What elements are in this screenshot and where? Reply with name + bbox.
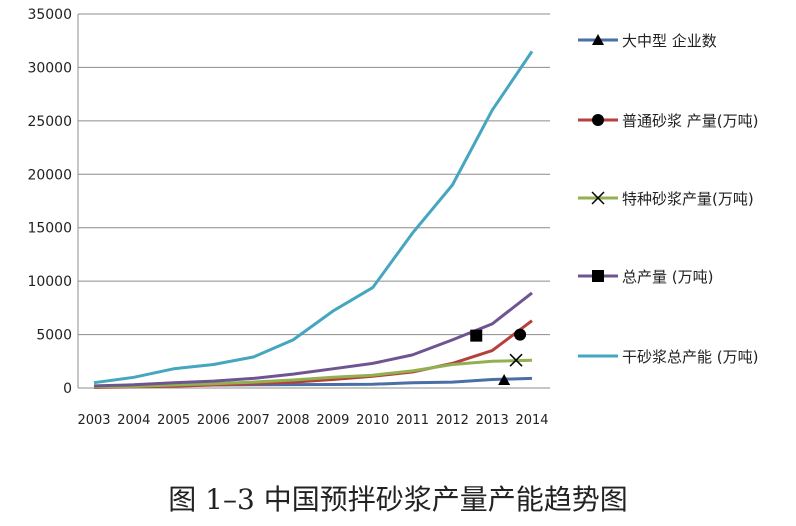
x-tick-label: 2003 xyxy=(77,413,110,428)
legend-marker-2 xyxy=(592,114,604,126)
y-tick-label: 10000 xyxy=(27,274,72,290)
x-tick-label: 2014 xyxy=(515,413,548,428)
x-tick-label: 2011 xyxy=(396,413,429,428)
y-tick-label: 20000 xyxy=(27,167,72,183)
x-tick-label: 2008 xyxy=(277,413,310,428)
legend-label-5: 干砂浆总产能 (万吨) xyxy=(622,348,758,366)
x-tick-label: 2012 xyxy=(436,413,469,428)
y-tick-label: 30000 xyxy=(27,60,72,76)
series-lines xyxy=(93,50,534,389)
figure-caption: 图 1–3 中国预拌砂浆产量产能趋势图 xyxy=(168,483,628,516)
x-axis-ticks: 2003 2004 2005 2006 2007 2008 2009 2010 2011 2012… xyxy=(77,413,548,428)
legend-label-3: 特种砂浆产量(万吨) xyxy=(622,190,754,208)
legend-label-4: 总产量 (万吨) xyxy=(622,268,713,286)
x-tick-label: 2009 xyxy=(316,413,349,428)
y-tick-label: 5000 xyxy=(36,328,72,344)
series-markers xyxy=(470,328,527,385)
legend-marker-3 xyxy=(591,191,605,205)
x-tick-label: 2007 xyxy=(237,413,270,428)
y-axis-ticks: 0 5000 10000 15000 20000 25000 30000 35000 xyxy=(27,7,72,397)
gridlines xyxy=(77,13,550,389)
legend-label-1: 大中型 企业数 xyxy=(622,32,717,50)
legend-marker-1 xyxy=(592,34,604,45)
x-tick-label: 2006 xyxy=(197,413,230,428)
x-tick-label: 2004 xyxy=(117,413,150,428)
y-tick-label: 35000 xyxy=(27,7,72,23)
series-marker-3 xyxy=(509,353,523,367)
y-tick-label: 15000 xyxy=(27,221,72,237)
series-line-4 xyxy=(93,291,533,388)
series-line-5 xyxy=(93,50,534,385)
legend-marker-4 xyxy=(592,270,604,282)
series-marker-2 xyxy=(514,328,527,341)
series-line-3 xyxy=(93,358,533,389)
x-tick-label: 2013 xyxy=(476,413,509,428)
y-tick-label: 25000 xyxy=(27,114,72,130)
y-tick-label: 0 xyxy=(63,381,72,397)
series-marker-4 xyxy=(470,329,483,342)
x-tick-label: 2005 xyxy=(157,413,190,428)
x-tick-label: 2010 xyxy=(356,413,389,428)
legend-label-2: 普通砂浆 产量(万吨) xyxy=(622,112,758,130)
series-marker-1 xyxy=(498,373,511,385)
